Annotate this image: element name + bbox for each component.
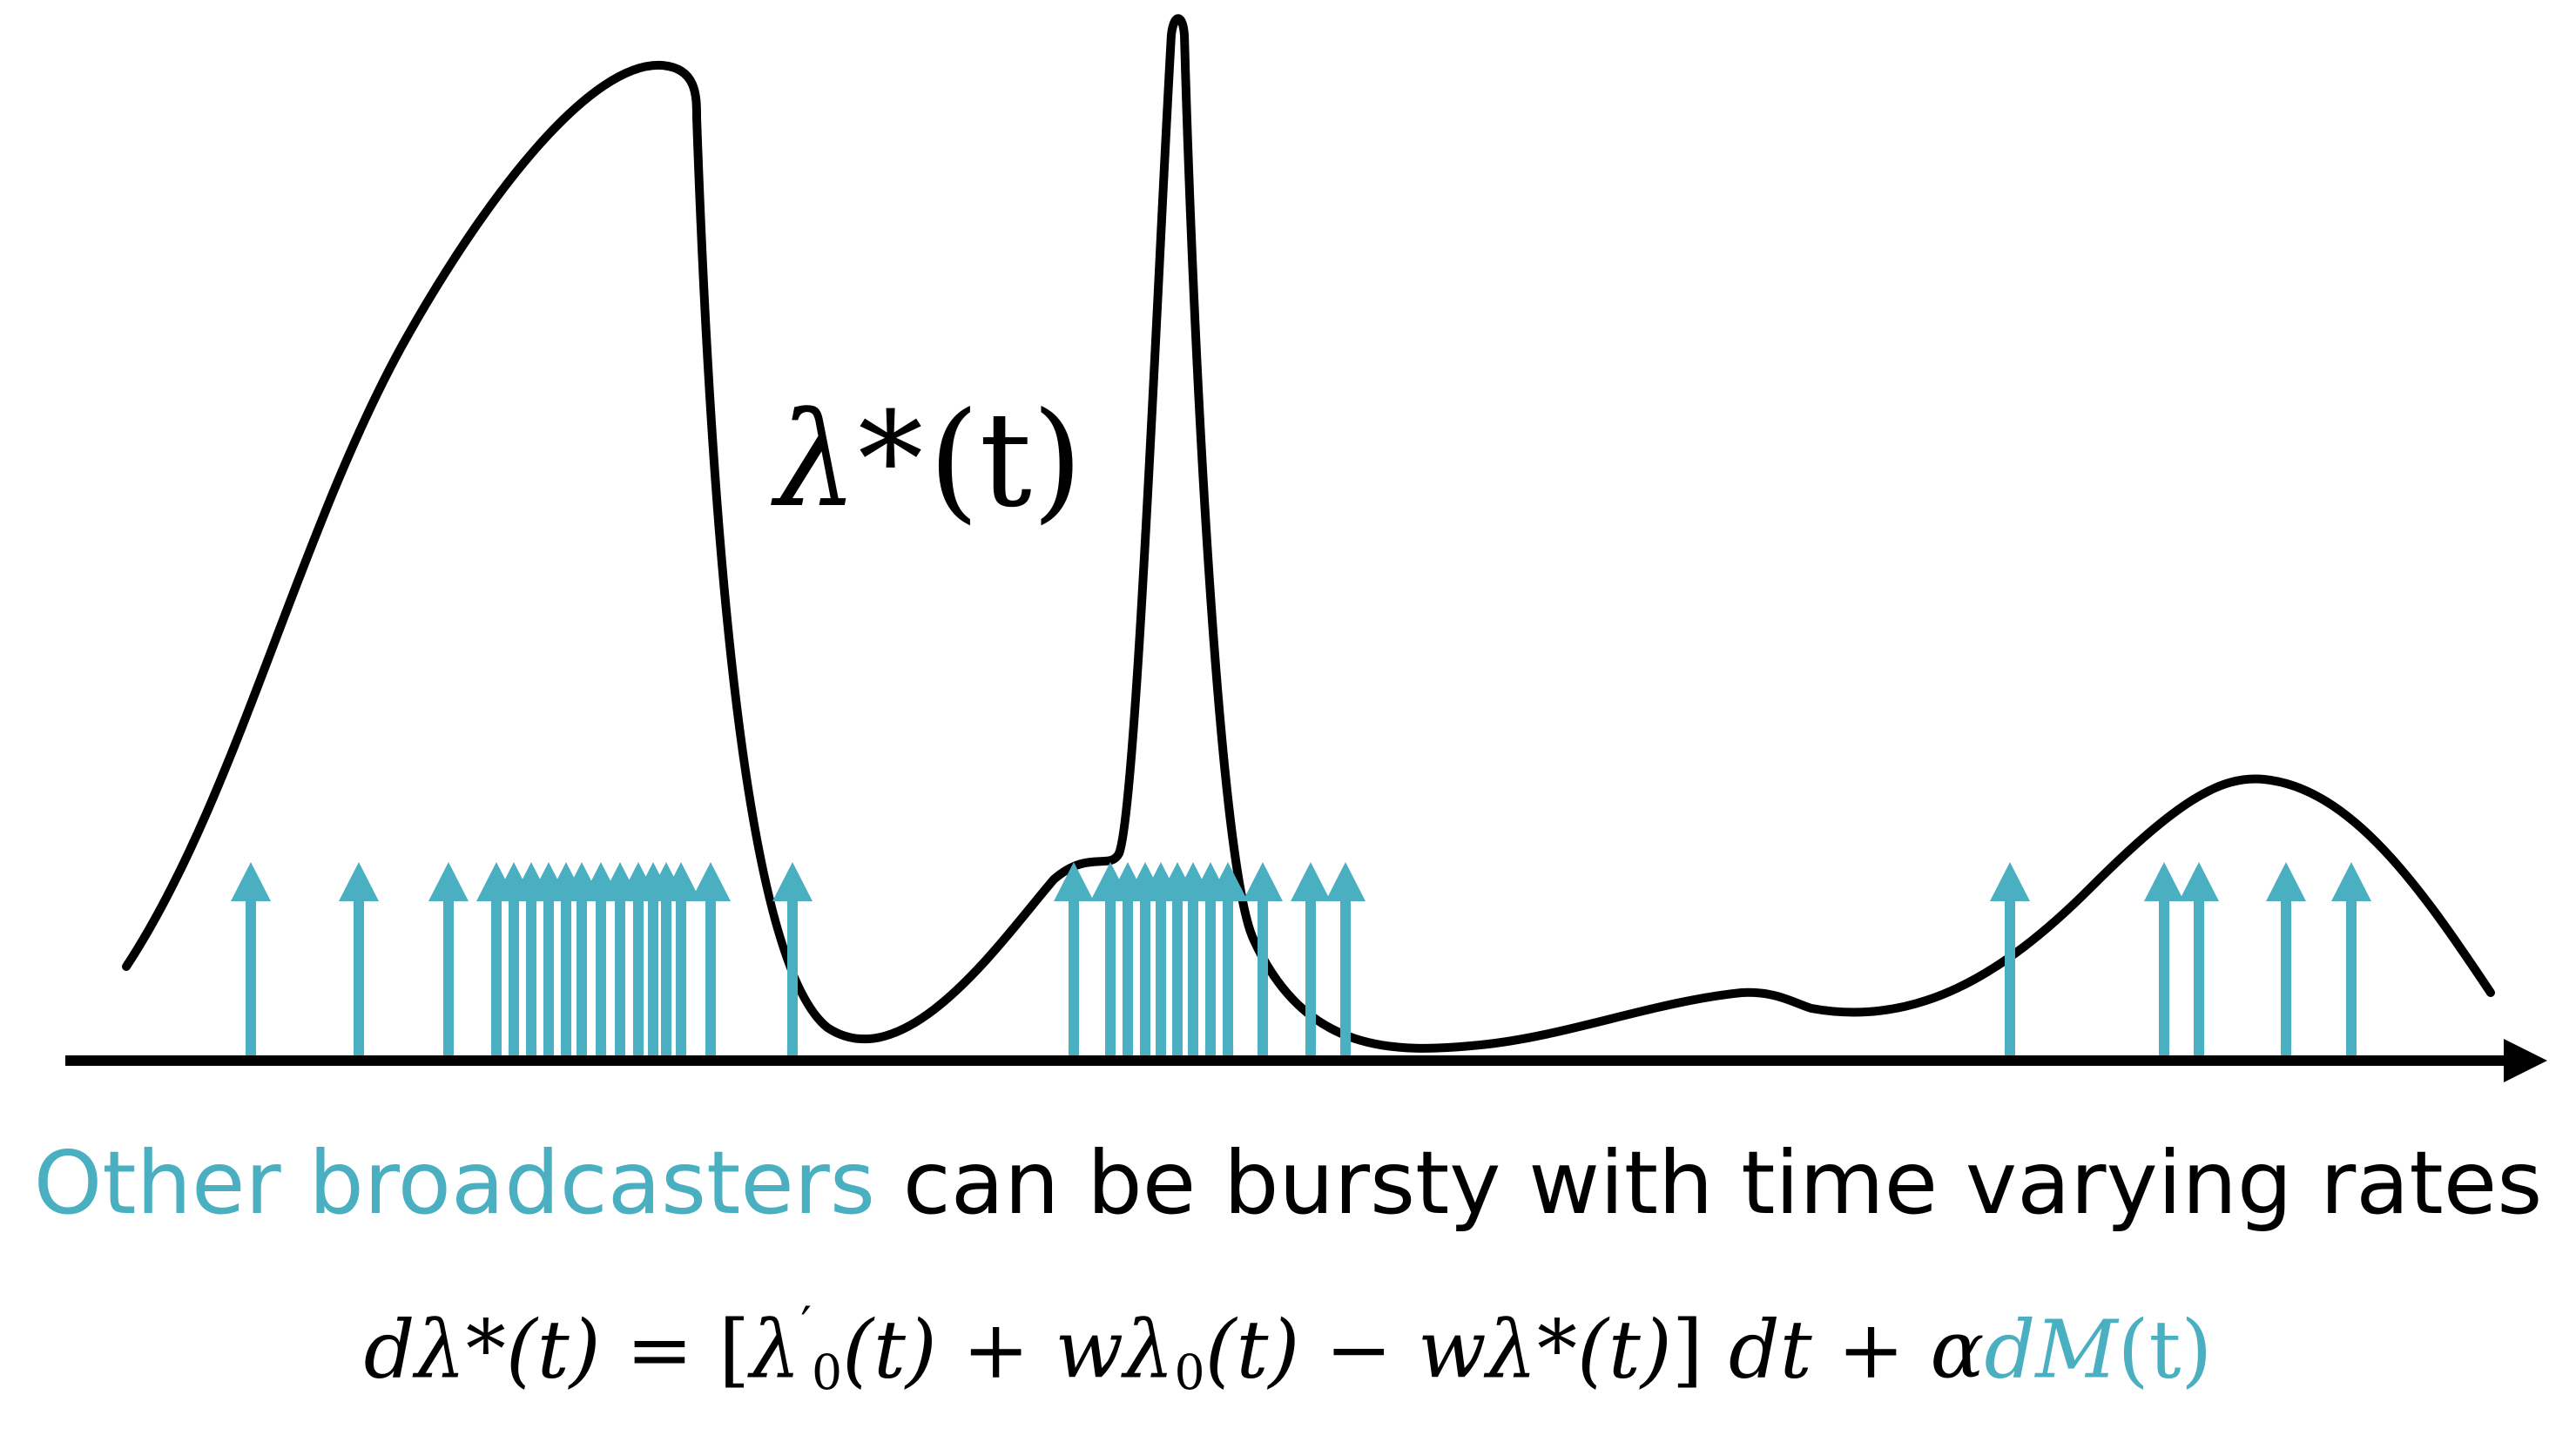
intensity-curve	[122, 14, 2495, 1053]
axis-arrowhead	[2504, 1039, 2547, 1082]
eq-term2-sub: 0	[1174, 1345, 1205, 1402]
event-arrow	[1054, 862, 1094, 1061]
event-arrow-head	[2331, 862, 2371, 901]
event-arrow-head	[339, 862, 379, 901]
lambda-star-label: λ*(t)	[771, 385, 1082, 536]
event-arrow	[231, 862, 271, 1061]
event-arrow	[1990, 862, 2030, 1061]
eq-term2-arg: (t) −	[1204, 1303, 1418, 1397]
event-arrow-head	[1990, 862, 2030, 901]
eq-lhs: dλ*(t) =	[363, 1303, 719, 1397]
eq-term1-arg: (t) +	[842, 1303, 1055, 1397]
eq-term1-sup: ′	[800, 1297, 812, 1353]
event-arrow	[339, 862, 379, 1061]
event-arrow	[2144, 862, 2184, 1061]
eq-dt: dt + α	[1703, 1303, 1985, 1397]
eq-bracket-close: ]	[1671, 1303, 1703, 1397]
caption-highlight: Other broadcasters	[33, 1132, 876, 1234]
event-arrow	[691, 862, 731, 1061]
event-arrow-head	[428, 862, 469, 901]
event-arrow-head	[2266, 862, 2306, 901]
event-arrow-head	[1325, 862, 1366, 901]
event-arrow	[1208, 862, 1248, 1061]
eq-dM: dM	[1984, 1303, 2118, 1397]
event-arrow-head	[2179, 862, 2219, 901]
intensity-equation: dλ*(t) = [λ′0(t) + wλ0(t) − wλ*(t)] dt +…	[0, 1297, 2576, 1401]
event-arrow	[2179, 862, 2219, 1061]
eq-dM-arg: (t)	[2117, 1303, 2213, 1397]
eq-term2-base: λ	[1123, 1303, 1175, 1397]
event-arrow-head	[772, 862, 813, 901]
event-arrow-head	[691, 862, 731, 901]
event-arrow	[428, 862, 469, 1061]
event-arrow	[1243, 862, 1283, 1061]
event-arrow	[1325, 862, 1366, 1061]
event-arrows	[231, 862, 2371, 1061]
eq-term3: wλ*(t)	[1417, 1303, 1672, 1397]
event-arrow-head	[661, 862, 701, 901]
event-arrow-head	[2144, 862, 2184, 901]
event-arrow-head	[1291, 862, 1331, 901]
event-arrow	[772, 862, 813, 1061]
event-arrow-head	[1243, 862, 1283, 901]
event-arrow	[1291, 862, 1331, 1061]
eq-term1-sub: 0	[811, 1345, 843, 1402]
event-arrow-head	[1054, 862, 1094, 901]
event-arrow-head	[231, 862, 271, 901]
event-arrow	[2331, 862, 2371, 1061]
eq-term2-w: w	[1055, 1303, 1124, 1397]
event-arrow	[2266, 862, 2306, 1061]
caption: Other broadcasters can be bursty with ti…	[0, 1132, 2576, 1234]
event-arrow-head	[1208, 862, 1248, 901]
eq-bracket-open: [	[718, 1303, 751, 1397]
caption-rest: can be bursty with time varying rates	[875, 1132, 2543, 1234]
eq-term1-base: λ	[750, 1303, 801, 1397]
event-arrow	[661, 862, 701, 1061]
